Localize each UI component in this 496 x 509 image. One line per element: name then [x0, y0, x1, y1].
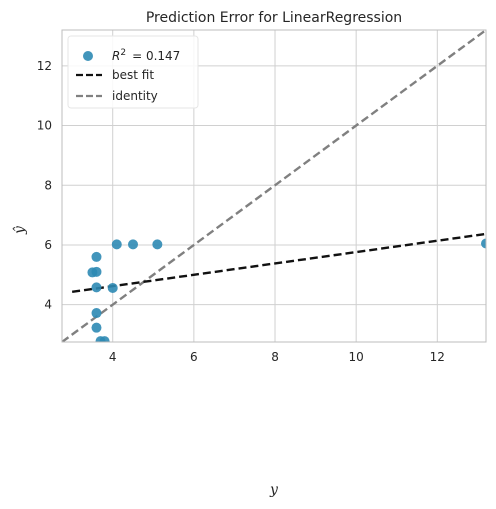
- scatter-point: [152, 239, 163, 250]
- legend-label-r2: R2 = 0.147: [112, 48, 180, 63]
- legend-label-identity: identity: [112, 89, 158, 103]
- identity-line: [62, 30, 486, 342]
- y-tick-label: 12: [37, 59, 52, 73]
- scatter-point: [128, 239, 139, 250]
- y-tick-label: 8: [44, 178, 52, 192]
- scatter-point: [91, 308, 102, 319]
- chart-title: Prediction Error for LinearRegression: [146, 10, 402, 26]
- legend-box: [67, 35, 199, 109]
- x-tick-label: 4: [109, 350, 117, 364]
- y-tick-labels: 4 6 8 10 12: [37, 59, 52, 312]
- y-tick-label: 4: [44, 298, 52, 312]
- scatter-point: [91, 322, 102, 333]
- x-tick-label: 8: [271, 350, 279, 364]
- legend-marker-points: [83, 51, 93, 61]
- x-tick-label: 6: [190, 350, 198, 364]
- scatter-point: [91, 266, 102, 277]
- best-fit-line: [71, 232, 486, 294]
- y-tick-label: 10: [37, 119, 52, 133]
- plot-frame: [61, 29, 487, 343]
- legend-r-value: = 0.147: [132, 49, 180, 63]
- x-tick-label: 12: [430, 350, 445, 364]
- legend-r-superscript: 2: [120, 48, 126, 58]
- scatter-point: [107, 282, 118, 293]
- x-tick-label: 10: [349, 350, 364, 364]
- legend-label-best-fit: best fit: [112, 68, 154, 82]
- scatter-point: [111, 239, 122, 250]
- scatter-point: [99, 336, 110, 342]
- x-tick-labels: 4 6 8 10 12: [109, 350, 445, 364]
- fit-lines: [62, 30, 486, 342]
- scatter-point: [91, 282, 102, 293]
- x-axis-label: y: [269, 482, 279, 498]
- legend-r-symbol: R: [112, 49, 120, 63]
- scatter-point: [481, 238, 486, 249]
- scatter-points: [87, 238, 486, 342]
- y-axis-label: ŷ: [11, 225, 28, 235]
- y-tick-label: 6: [44, 238, 52, 252]
- legend: R2 = 0.147 best fit identity: [67, 35, 199, 109]
- scatter-point: [91, 251, 102, 262]
